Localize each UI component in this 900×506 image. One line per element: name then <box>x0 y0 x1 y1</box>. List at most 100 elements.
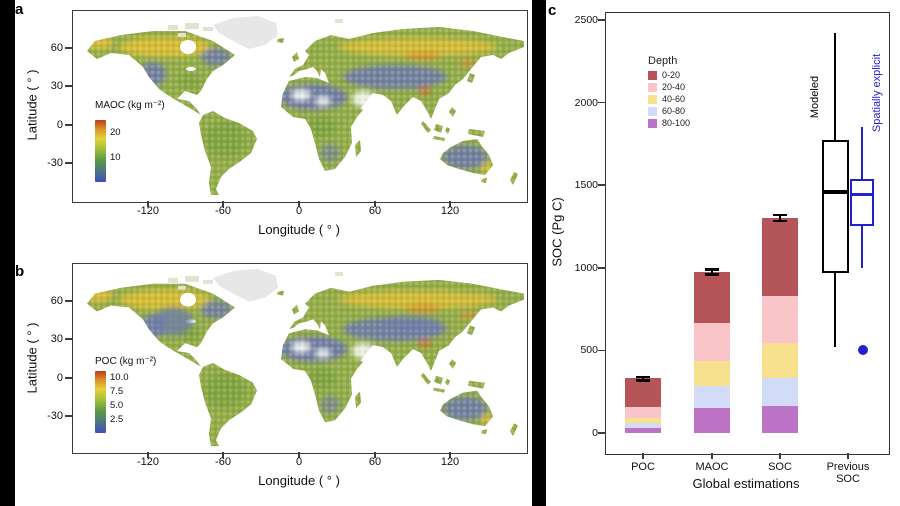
depth-legend-item: 40-60 <box>648 94 718 105</box>
boxplot-whisker-top <box>861 127 863 180</box>
depth-legend-label: 60-80 <box>662 106 686 116</box>
panel-c-xlabel: Global estimations <box>692 476 800 491</box>
y-tick-label: 1500 <box>574 179 598 192</box>
x-tick-mark <box>711 453 713 459</box>
lon-tick-mark <box>374 452 376 458</box>
bar-segment-80-100 <box>762 405 798 433</box>
lat-tick-mark <box>65 124 72 126</box>
lat-tick-label: 0 <box>56 119 63 131</box>
lat-tick-label: 30 <box>50 80 63 92</box>
depth-legend-label: 0-20 <box>662 70 681 80</box>
bar-segment-40-60 <box>625 418 661 424</box>
x-tick-label: POC <box>631 461 655 473</box>
boxplot-whisker-top <box>834 33 836 140</box>
error-bar-line <box>711 269 713 275</box>
lon-tick-label: -60 <box>215 205 231 217</box>
boxplot-whisker-bottom <box>861 225 863 268</box>
lon-tick-mark <box>298 452 300 458</box>
lat-tick-mark <box>65 300 72 302</box>
x-tick-label: Previous SOC <box>826 461 870 485</box>
lat-tick-mark <box>65 338 72 340</box>
lon-tick-label: -120 <box>136 205 160 217</box>
depth-legend-swatch <box>648 71 657 80</box>
panel-a-map <box>72 10 528 203</box>
panel-b-map <box>72 263 528 454</box>
bar-segment-60-80 <box>694 385 730 409</box>
lon-tick-mark <box>374 201 376 207</box>
lat-tick-label: -30 <box>47 410 63 422</box>
depth-legend-title: Depth <box>648 55 678 67</box>
lon-tick-mark <box>222 452 224 458</box>
depth-legend-label: 20-40 <box>662 82 686 92</box>
left-black-bar <box>0 0 15 506</box>
bar-segment-20-40 <box>762 295 798 343</box>
bar-segment-60-80 <box>625 423 661 429</box>
panel-c: c SOC (Pg C) 0 500 1000 1500 2000 2500 POC MAOC… <box>546 0 900 506</box>
boxplot-label-spatially-explicit: Spatially explicit <box>871 53 883 133</box>
colorbar-tick-label: 10.0 <box>110 371 129 383</box>
depth-legend-item: 80-100 <box>648 118 718 129</box>
depth-legend-item: 60-80 <box>648 106 718 117</box>
depth-legend-swatch <box>648 107 657 116</box>
lon-tick-label: 0 <box>295 456 303 468</box>
bar-segment-0-20 <box>762 218 798 296</box>
depth-legend-label: 40-60 <box>662 94 686 104</box>
boxplot-median <box>822 190 849 194</box>
y-tick-mark <box>598 101 605 104</box>
colorbar-tick-label: 2.5 <box>110 413 124 425</box>
bar-segment-80-100 <box>625 428 661 433</box>
lat-tick-mark <box>65 415 72 417</box>
bar-segment-0-20 <box>625 378 661 407</box>
bar-segment-0-20 <box>694 271 730 324</box>
colorbar-tick-label: 10 <box>110 152 121 164</box>
colorbar-tick-label: 5.0 <box>110 399 124 411</box>
y-tick-mark <box>598 432 605 434</box>
y-tick-mark <box>598 267 605 269</box>
panel-b-xlabel: Longitude ( ° ) <box>258 473 340 488</box>
world-map-poc <box>73 264 527 453</box>
depth-legend-swatch <box>648 119 657 128</box>
lat-tick-mark <box>65 47 72 49</box>
panel-a-label: a <box>15 1 24 18</box>
colorbar-tick-label: 20 <box>110 127 121 139</box>
divider-black-bar <box>532 0 546 506</box>
maoc-colorbar-gradient <box>95 120 106 182</box>
poc-colorbar-gradient <box>95 371 106 433</box>
lon-tick-label: 120 <box>440 205 460 217</box>
y-tick-label: 2000 <box>574 96 598 109</box>
y-tick-label: 0 <box>592 427 598 439</box>
x-tick-mark <box>642 453 644 459</box>
lon-tick-mark <box>147 201 149 207</box>
bar-segment-40-60 <box>694 361 730 386</box>
lat-tick-mark <box>65 377 72 379</box>
panel-b-colorbar-title: POC (kg m⁻²) <box>95 356 157 367</box>
lon-tick-mark <box>147 452 149 458</box>
lon-tick-label: -60 <box>215 456 231 468</box>
lon-tick-label: 60 <box>368 456 382 468</box>
error-bar-cap-top <box>705 268 719 271</box>
boxplot-outlier <box>858 345 868 356</box>
lon-tick-mark <box>298 201 300 207</box>
x-tick-label: MAOC <box>695 461 729 473</box>
lon-tick-label: 120 <box>440 456 460 468</box>
lon-tick-mark <box>449 452 451 458</box>
bar-segment-20-40 <box>625 406 661 419</box>
y-tick-mark <box>598 19 605 21</box>
y-tick-mark <box>598 184 605 186</box>
error-bar-line <box>779 214 781 221</box>
lon-tick-mark <box>222 201 224 207</box>
error-bar-cap-bottom <box>773 219 787 223</box>
panel-a-colorbar-title: MAOC (kg m⁻²) <box>95 100 165 111</box>
boxplot-median <box>850 192 874 197</box>
panel-b-label: b <box>15 263 25 280</box>
lat-tick-mark <box>65 85 72 87</box>
x-tick-label: SOC <box>768 461 792 473</box>
error-bar-cap-bottom <box>636 379 650 382</box>
lat-tick-label: 60 <box>50 42 63 54</box>
bar-segment-80-100 <box>694 408 730 433</box>
y-tick-label: 1000 <box>574 261 598 274</box>
depth-legend-item: 0-20 <box>648 70 718 81</box>
boxplot-box <box>850 179 874 226</box>
x-tick-mark <box>847 453 849 459</box>
